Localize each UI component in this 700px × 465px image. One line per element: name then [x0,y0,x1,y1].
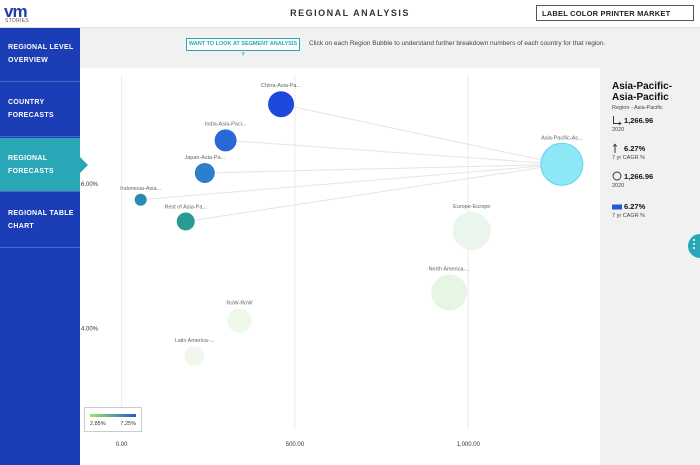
segment-analysis-button[interactable]: WANT TO LOOK AT SEGMENT ANALYSIS ? [186,38,300,58]
x-tick-label: 0.00 [116,442,128,448]
region-bubble[interactable] [184,346,205,367]
color-legend: 2.85% 7.25% [84,407,142,432]
more-dots-icon [693,239,695,241]
x-tick-label: 1,000.00 [457,442,481,448]
region-link-line [225,139,562,165]
bubble-label: China-Asia-Pa... [261,83,302,89]
region-bubble[interactable] [227,308,252,333]
bubble-label: Japan-Asia-Pa... [184,155,225,161]
bubble-label: Rest of Asia-Pa... [164,204,207,210]
panel-toggle-handle[interactable] [688,234,700,258]
legend-max-label: 7.25% [120,421,136,427]
y-axis-icon [612,143,618,153]
sidebar-item-country-forecasts[interactable]: COUNTRY FORECASTS [0,83,80,137]
region-bubble[interactable] [214,129,237,152]
legend-min-label: 2.85% [90,421,106,427]
bubble-size-icon [612,171,622,181]
sidebar-item-label-line2: FORECASTS [8,112,54,119]
market-name: LABEL COLOR PRINTER MARKET [542,9,671,18]
region-bubble[interactable] [176,212,195,231]
sidebar-item-label-line1: REGIONAL LEVEL [8,44,74,51]
sidebar-item-regional-table-chart[interactable]: REGIONAL TABLE CHART [0,194,80,248]
bubble-chart-svg: 0.00 500.00 1,000.00 6.00% 4.00% China-Asia-P… [81,74,584,448]
region-detail-subtitle: Region - Asia-Pacific [612,105,663,111]
page-title: REGIONAL ANALYSIS [290,8,410,18]
sidebar-item-label-line2: FORECASTS [8,168,54,175]
sidebar-nav: REGIONAL LEVEL OVERVIEW COUNTRY FORECAST… [0,28,88,465]
segment-analysis-bar: WANT TO LOOK AT SEGMENT ANALYSIS ? Click… [80,28,700,68]
stat-cagr-note: 7 yr CAGR % [612,155,646,161]
company-logo[interactable]: vm STORIES [4,2,34,26]
sidebar-item-label-line1: REGIONAL TABLE [8,210,74,217]
sidebar-item-label: REGIONAL LEVEL OVERVIEW [8,41,74,67]
sidebar-item-label-line2: CHART [8,223,34,230]
region-bubble[interactable] [268,91,295,118]
sidebar-item-label: REGIONAL FORECASTS [8,152,54,178]
region-bubble[interactable] [540,142,584,186]
bubble-chart: 0.00 500.00 1,000.00 6.00% 4.00% China-Asia-P… [80,68,600,465]
stat-bubble-size-year: 2020 [612,183,625,189]
region-link-line [280,103,562,165]
sidebar-item-label-line1: COUNTRY [8,99,45,106]
stat-color-cagr: 6.27% [624,202,646,211]
stat-color-cagr-note: 7 yr CAGR % [612,213,646,219]
sidebar-item-label: COUNTRY FORECASTS [8,96,54,122]
stat-market-size: 1,266.96 [624,116,654,125]
color-scale-icon [612,204,622,210]
market-selector[interactable]: LABEL COLOR PRINTER MARKET [536,5,694,21]
bubble-label: Indonesia-Asia... [120,186,161,192]
region-detail-title: Asia-Pacific-Asia-Pacific [612,81,673,103]
stat-bubble-size: 1,266.96 [624,172,654,181]
region-link-line [185,163,562,222]
bubble-label: Europe-Europe [453,204,490,210]
bubble-label: Asia-Pacific-As... [541,135,583,141]
region-detail-panel: Asia-Pacific-Asia-Pacific Region - Asia-… [600,68,700,465]
region-bubble[interactable] [452,211,491,250]
bubble-label: RoW-RoW [226,301,253,307]
sidebar-item-label-line2: OVERVIEW [8,57,49,64]
sidebar-item-regional-level-overview[interactable]: REGIONAL LEVEL OVERVIEW [0,28,80,82]
bubble-label: North America-... [429,266,471,272]
y-tick-label: 6.00% [81,182,99,188]
region-bubble-hint: Click on each Region Bubble to understan… [309,40,606,47]
stat-cagr: 6.27% [624,144,646,153]
region-link-line [140,163,562,201]
sidebar-item-regional-forecasts[interactable]: REGIONAL FORECASTS [0,138,88,192]
x-axis-icon [613,116,622,125]
sidebar-item-label: REGIONAL TABLE CHART [8,207,74,233]
region-bubble[interactable] [134,193,147,206]
x-tick-label: 500.00 [286,442,305,448]
legend-gradient-bar [90,414,136,417]
logo-subtitle: STORIES [5,18,29,24]
region-link-line [204,163,562,174]
sidebar-item-label-line1: REGIONAL [8,155,48,162]
bubble-label: Latin America-... [175,338,215,344]
stat-market-size-year: 2020 [612,127,625,133]
bubble-label: India-Asia-Paci... [205,121,247,127]
y-tick-label: 4.00% [81,327,99,333]
top-header: vm STORIES REGIONAL ANALYSIS LABEL COLOR… [0,0,700,28]
region-bubble[interactable] [431,274,468,311]
region-bubble[interactable] [194,162,215,183]
logo-mark: vm [4,2,28,21]
